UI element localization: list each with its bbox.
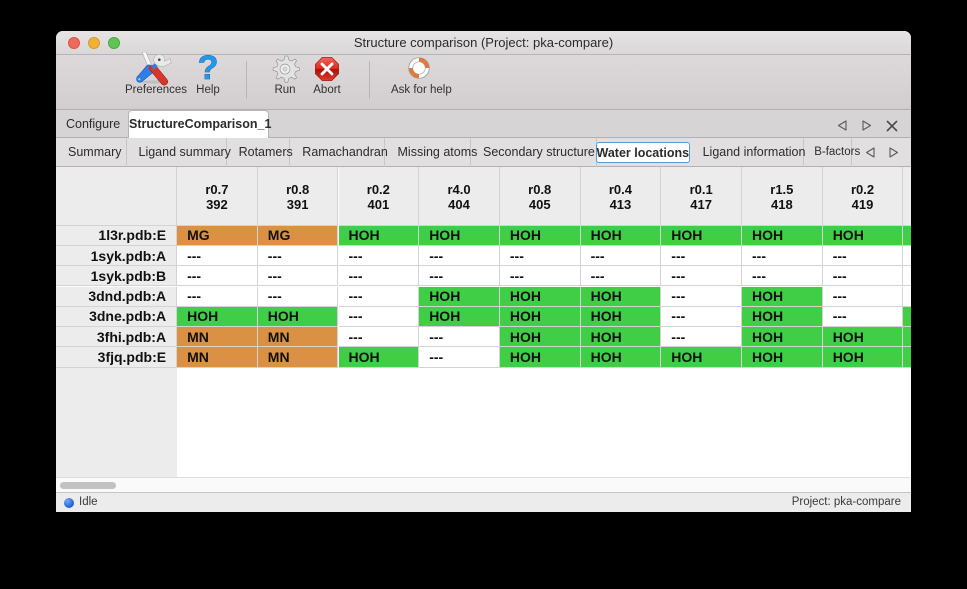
svg-text:?: ? [198,53,219,85]
